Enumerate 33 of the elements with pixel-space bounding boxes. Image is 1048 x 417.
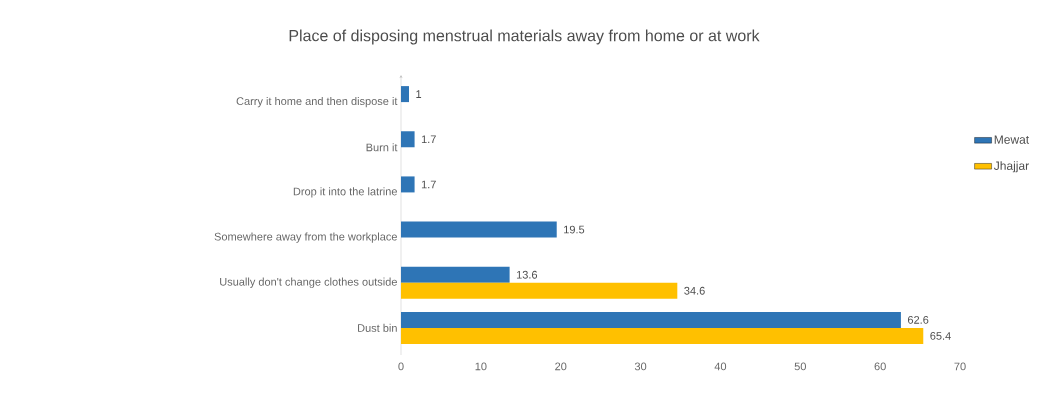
data-label: 65.4 [930, 332, 951, 340]
x-tick-label: 50 [794, 362, 806, 371]
y-tick-label: Burn it [366, 143, 398, 152]
bar [401, 282, 678, 299]
data-label: 62.6 [907, 316, 929, 324]
data-label: 13.6 [516, 270, 538, 279]
x-tick-label: 20 [555, 362, 567, 371]
bar [401, 221, 557, 238]
data-label: 1 [416, 90, 422, 98]
bar [401, 266, 510, 283]
x-tick-label: 60 [874, 362, 886, 371]
legend-label: Mewat [994, 135, 1030, 144]
bar [401, 131, 415, 148]
chart-title: Place of disposing menstrual materials away from home or at work [289, 29, 760, 45]
x-tick-label: 30 [634, 362, 647, 371]
x-tick-label: 0 [398, 362, 404, 371]
x-tick-label: 40 [714, 362, 727, 371]
data-label: 19.5 [564, 225, 585, 234]
bar [401, 176, 415, 193]
x-tick-label: 70 [954, 362, 966, 371]
y-tick-label: Usually don't change clothes outside [220, 277, 397, 288]
x-tick-label: 10 [475, 362, 487, 371]
y-tick-label: Dust bin [358, 323, 397, 332]
data-label: 1.7 [421, 135, 436, 144]
data-label: 34.6 [684, 286, 705, 295]
y-tick-label: Drop it into the latrine [293, 187, 397, 198]
bar [401, 311, 901, 328]
bar [401, 86, 409, 103]
legend-label: Jhajjar [993, 161, 1029, 173]
bar [401, 327, 924, 344]
y-tick-label: Somewhere away from the workplace [214, 232, 397, 243]
y-tick-label: Carry it home and then dispose it [236, 96, 398, 108]
data-label: 1.7 [421, 180, 436, 189]
